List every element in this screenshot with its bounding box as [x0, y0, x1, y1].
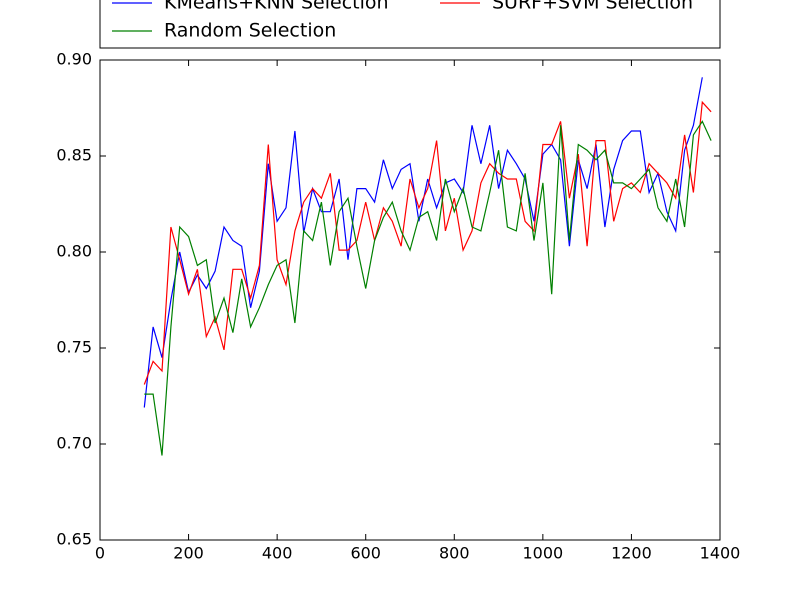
y-tick-label: 0.70: [56, 434, 92, 453]
x-tick-label: 1400: [700, 544, 741, 563]
x-tick-label: 1200: [611, 544, 652, 563]
series-line: [144, 120, 712, 456]
y-tick-label: 0.80: [56, 242, 92, 261]
y-tick-label: 0.65: [56, 530, 92, 549]
legend-box: [99, 0, 721, 49]
legend-label: KMeans+KNN Selection: [164, 0, 389, 14]
y-tick-label: 0.75: [56, 338, 92, 357]
x-tick-label: 1000: [522, 544, 563, 563]
series-line: [143, 77, 703, 408]
x-tick-label: 600: [350, 544, 381, 563]
plot-frame: [99, 59, 721, 541]
y-tick-label: 0.85: [56, 146, 92, 165]
y-tick-label: 0.90: [56, 50, 92, 69]
x-tick-label: 200: [173, 544, 204, 563]
series-line: [143, 100, 712, 385]
x-tick-label: 400: [262, 544, 293, 563]
legend-label: SURF+SVM Selection: [492, 0, 693, 14]
legend-label: Random Selection: [164, 20, 336, 42]
legend: KMeans+KNN Selection SURF+SVM Selection Ra…: [99, 0, 721, 49]
x-tick-label: 0: [95, 544, 105, 563]
x-tick-label: 800: [439, 544, 470, 563]
